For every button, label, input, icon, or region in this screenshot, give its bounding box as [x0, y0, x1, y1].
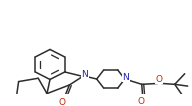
Text: O: O [137, 98, 144, 106]
Text: O: O [155, 75, 162, 84]
Text: N: N [122, 73, 129, 82]
Text: O: O [59, 98, 66, 106]
Text: N: N [81, 70, 88, 79]
